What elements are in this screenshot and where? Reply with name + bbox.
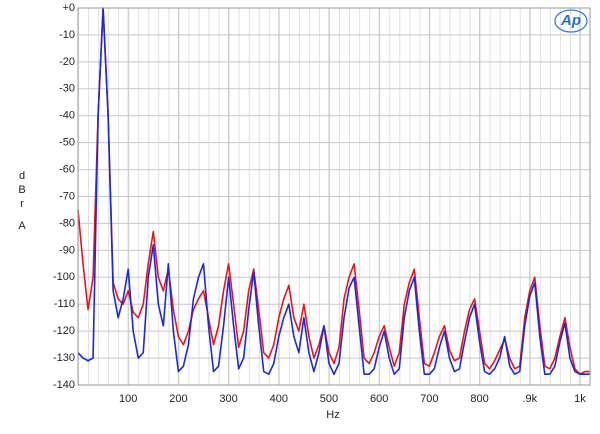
- y-tick-label: -50: [59, 137, 75, 149]
- y-tick-label: -10: [59, 29, 75, 41]
- x-tick-label: 600: [370, 393, 388, 405]
- logo: Ap: [560, 12, 581, 29]
- x-tick-label: 1k: [574, 393, 586, 405]
- y-tick-label: +0: [62, 2, 75, 14]
- series-line: [77, 7, 590, 376]
- y-tick-label: -140: [53, 379, 75, 391]
- y-tick-label: -100: [53, 271, 75, 283]
- x-tick-label: 300: [219, 393, 237, 405]
- x-tick-label: .9k: [522, 393, 537, 405]
- y-tick-label: -130: [53, 352, 75, 364]
- x-tick-label: 700: [420, 393, 438, 405]
- y-tick-label: -30: [59, 83, 75, 95]
- x-tick-label: 100: [119, 393, 137, 405]
- logo-ring: [554, 9, 588, 33]
- y-tick-label: -40: [59, 110, 75, 122]
- y-tick-label: -70: [59, 190, 75, 202]
- x-tick-label: 200: [169, 393, 187, 405]
- y-tick-label: -110: [54, 298, 75, 310]
- x-tick-label: 500: [320, 393, 338, 405]
- y-axis-label: dBr: [16, 170, 28, 212]
- y-tick-label: -120: [53, 325, 75, 337]
- plot: [77, 7, 590, 376]
- x-tick-label: 800: [470, 393, 488, 405]
- y-tick-label: -20: [59, 56, 75, 68]
- y-tick-label: -90: [59, 244, 75, 256]
- y-axis-label-unit: A: [18, 220, 26, 232]
- x-tick-label: 400: [270, 393, 288, 405]
- y-tick-label: -80: [59, 217, 75, 229]
- x-axis-label: Hz: [326, 409, 339, 421]
- plot-frame: [77, 7, 591, 386]
- y-tick-label: -60: [59, 163, 75, 175]
